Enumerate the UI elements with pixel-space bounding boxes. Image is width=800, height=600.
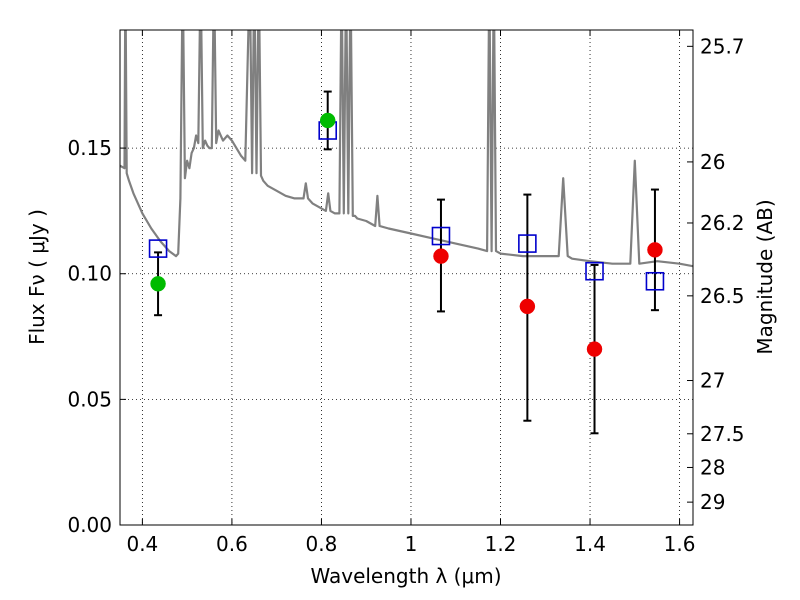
data-markers [148, 112, 665, 357]
grid-lines [120, 30, 693, 526]
x-tick-label: 0.4 [126, 532, 158, 556]
magnitude-tick-label: 27 [700, 369, 725, 393]
y-tick-label: 0.00 [67, 513, 112, 537]
x-tick-label: 1.2 [485, 532, 517, 556]
green-data-point [319, 112, 336, 129]
error-bars [154, 90, 659, 435]
red-data-point [433, 248, 449, 264]
model-square-marker [585, 261, 604, 281]
y-tick-label: 0.10 [67, 262, 112, 286]
x-tick-label: 1.6 [664, 532, 696, 556]
red-data-point [519, 298, 536, 315]
red-data-point [647, 242, 663, 258]
magnitude-tick-label: 28 [700, 455, 725, 479]
model-spectrum [120, 30, 693, 268]
model-square-marker [645, 271, 665, 291]
plot-frame [119, 29, 694, 526]
model-square-marker [518, 234, 537, 253]
green-data-point [150, 276, 166, 292]
red-data-point [586, 341, 603, 357]
magnitude-tick-label: 29 [700, 490, 725, 514]
x-tick-label: 0.8 [306, 532, 338, 556]
axis-ticks: 0.4 0.6 0.8 1 1.2 1.4 1.6 0.00 0.05 0.10 0.15 25.7 2… [67, 30, 745, 556]
model-square-marker [431, 226, 451, 246]
model-square-marker [148, 239, 168, 258]
y-tick-label: 0.15 [67, 136, 112, 160]
x-tick-label: 1 [405, 532, 418, 556]
x-tick-label: 0.6 [216, 532, 248, 556]
x-tick-label: 1.4 [574, 532, 606, 556]
y2-axis-label: Magnitude (AB) [753, 199, 777, 354]
x-axis-label: Wavelength λ (μm) [310, 564, 501, 588]
magnitude-tick-label: 26.2 [700, 211, 745, 235]
magnitude-tick-label: 25.7 [700, 34, 745, 58]
y-axis-label: Flux Fν ( μJy ) [25, 209, 49, 345]
spectrum-line [120, 30, 693, 268]
magnitude-tick-label: 26.5 [700, 284, 745, 308]
magnitude-tick-label: 26 [700, 150, 725, 174]
y-tick-label: 0.05 [67, 387, 112, 411]
magnitude-tick-label: 27.5 [700, 422, 745, 446]
